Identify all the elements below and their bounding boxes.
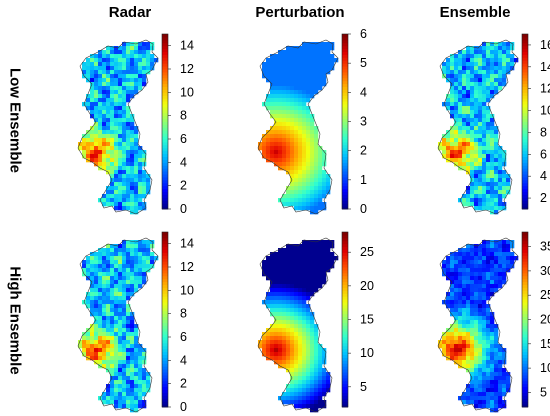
colorbar-tick-label: 12	[180, 62, 194, 76]
colorbar-tick-label: 6	[360, 27, 367, 41]
colorbar: 0 2 4 6 8 10 12 14	[161, 231, 194, 414]
colorbar-tick-label: 1	[360, 173, 367, 187]
colorbar-tick-label: 6	[180, 330, 187, 344]
region-outline	[257, 39, 339, 215]
row-title-low-ensemble: Low Ensemble	[6, 67, 24, 174]
map-high-perturbation: 5 10 15 20 25	[257, 231, 374, 413]
colorbar-tick-label: 12	[540, 82, 550, 96]
colorbar-tick-label: 8	[180, 307, 187, 321]
panel-low-radar: 0 2 4 6 8 10 12 14	[60, 30, 220, 216]
map-low-perturbation: 0 1 2 3 4 5 6	[257, 27, 367, 216]
map-field	[438, 240, 519, 413]
colorbar-tick-label: 3	[360, 115, 367, 129]
colorbar-tick-label: 14	[540, 60, 550, 74]
colorbar: 0 1 2 3 4 5 6	[341, 27, 367, 216]
region-outline	[257, 237, 339, 413]
colorbar-tick-label: 20	[540, 313, 550, 327]
colorbar: 2 4 6 8 10 12 14 16	[521, 33, 550, 210]
column-title-radar: Radar	[108, 4, 152, 21]
colorbar-tick-label: 4	[540, 169, 547, 183]
colorbar-tick-label: 6	[540, 147, 547, 161]
colorbar-tick-label: 16	[540, 38, 550, 52]
column-title-perturbation: Perturbation	[255, 4, 345, 21]
colorbar-tick-label: 2	[540, 191, 547, 205]
panel-low-ensemble: 2 4 6 8 10 12 14 16	[420, 30, 550, 215]
row-title-high-ensemble: High Ensemble	[6, 266, 24, 375]
colorbar-tick-label: 30	[540, 264, 550, 278]
region-outline	[437, 237, 519, 413]
column-title-ensemble: Ensemble	[439, 4, 511, 21]
colorbar-tick-label: 10	[540, 361, 550, 375]
colorbar: 0 2 4 6 8 10 12 14	[161, 33, 194, 216]
colorbar-tick-label: 6	[180, 132, 187, 146]
colorbar-tick-label: 20	[360, 279, 374, 293]
colorbar-tick-label: 25	[540, 288, 550, 302]
colorbar: 5 10 15 20 25	[341, 231, 374, 408]
colorbar-tick-label: 15	[360, 313, 374, 327]
colorbar-tick-label: 8	[540, 125, 547, 139]
colorbar-tick-label: 10	[180, 283, 194, 297]
colorbar-tick-label: 14	[180, 237, 194, 251]
colorbar-tick-label: 25	[360, 245, 374, 259]
colorbar-tick-label: 5	[360, 380, 367, 394]
map-field	[258, 240, 339, 413]
colorbar: 5 10 15 20 25 30 35	[521, 231, 550, 408]
map-high-radar: 0 2 4 6 8 10 12 14	[77, 231, 194, 414]
colorbar-tick-label: 5	[540, 385, 547, 399]
colorbar-tick-label: 2	[180, 179, 187, 193]
colorbar-tick-label: 35	[540, 240, 550, 254]
colorbar-tick-label: 4	[180, 353, 187, 367]
colorbar-tick-label: 0	[180, 202, 187, 216]
colorbar-tick-label: 10	[540, 104, 550, 118]
colorbar-tick-label: 14	[180, 39, 194, 53]
map-field	[78, 240, 159, 413]
colorbar-tick-label: 5	[360, 56, 367, 70]
colorbar-tick-label: 10	[180, 85, 194, 99]
colorbar-tick-label: 12	[180, 260, 194, 274]
panel-high-ensemble: 5 10 15 20 25 30 35	[420, 228, 550, 413]
colorbar-tick-label: 2	[180, 377, 187, 391]
colorbar-tick-label: 8	[180, 109, 187, 123]
map-high-ensemble: 5 10 15 20 25 30 35	[437, 231, 550, 413]
map-field	[438, 42, 519, 215]
region-outline	[77, 39, 159, 215]
panel-low-perturbation: 0 1 2 3 4 5 6	[240, 27, 400, 216]
region-outline	[437, 39, 519, 215]
colorbar-tick-label: 4	[180, 155, 187, 169]
region-outline	[77, 237, 159, 413]
map-field	[258, 42, 339, 215]
colorbar-tick-label: 10	[360, 346, 374, 360]
colorbar-tick-label: 2	[360, 144, 367, 158]
map-low-radar: 0 2 4 6 8 10 12 14	[77, 33, 194, 216]
map-low-ensemble: 2 4 6 8 10 12 14 16	[437, 33, 550, 215]
panel-high-perturbation: 5 10 15 20 25	[240, 228, 400, 413]
colorbar-tick-label: 4	[360, 85, 367, 99]
map-field	[78, 42, 159, 215]
panel-high-radar: 0 2 4 6 8 10 12 14	[60, 228, 220, 414]
colorbar-tick-label: 0	[180, 400, 187, 414]
colorbar-tick-label: 15	[540, 337, 550, 351]
colorbar-tick-label: 0	[360, 202, 367, 216]
